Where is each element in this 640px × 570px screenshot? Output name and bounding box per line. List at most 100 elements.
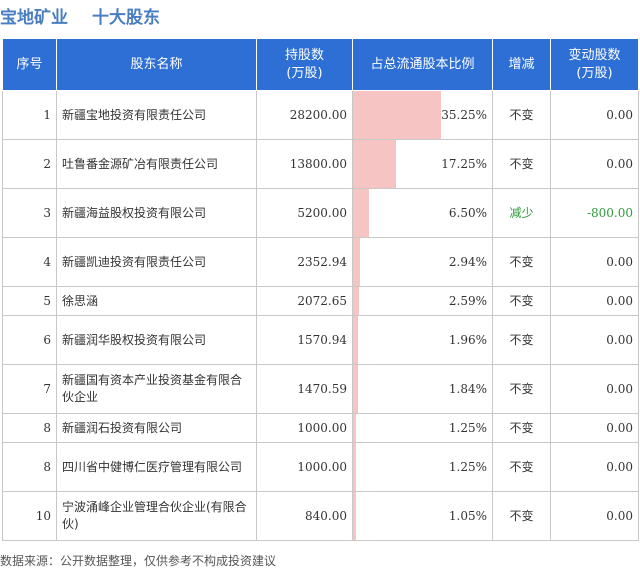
table-row: 2 吐鲁番金源矿冶有限责任公司 13800.00 17.25% 不变 0.00 — [2, 139, 639, 189]
cell-change: 0.00 — [550, 491, 639, 541]
ratio-value: 1.05% — [448, 508, 487, 523]
header-name: 股东名称 — [56, 38, 257, 91]
header-seq: 序号 — [2, 38, 57, 91]
header-change: 变动股数 (万股) — [550, 38, 639, 91]
cell-seq: 4 — [2, 237, 57, 287]
cell-shares: 1000.00 — [256, 442, 353, 492]
cell-change: 0.00 — [550, 139, 639, 189]
ratio-value: 6.50% — [448, 205, 487, 220]
cell-change: 0.00 — [550, 315, 639, 365]
header-change-line1: 变动股数 — [568, 47, 621, 63]
table-header-row: 序号 股东名称 持股数 (万股) 占总流通股本比例 增减 变动股数 (万股) — [2, 38, 639, 91]
cell-change: 0.00 — [550, 442, 639, 492]
cell-change-dir: 不变 — [492, 237, 551, 287]
cell-name: 新疆润华股权投资有限公司 — [56, 315, 257, 365]
ratio-value: 2.59% — [448, 293, 487, 308]
cell-shares: 28200.00 — [256, 90, 353, 140]
header-change-dir: 增减 — [492, 38, 551, 91]
cell-seq: 1 — [2, 90, 57, 140]
ratio-bar — [353, 365, 358, 413]
cell-change-dir: 不变 — [492, 491, 551, 541]
header-shares: 持股数 (万股) — [256, 38, 353, 91]
cell-seq: 10 — [2, 491, 57, 541]
ratio-bar — [353, 238, 361, 286]
cell-seq: 7 — [2, 364, 57, 414]
cell-change-dir: 不变 — [492, 139, 551, 189]
cell-name: 吐鲁番金源矿冶有限责任公司 — [56, 139, 257, 189]
footer-note: 数据来源：公开数据整理，仅供参考不构成投资建议 — [0, 554, 277, 568]
ratio-bar — [353, 189, 370, 237]
ratio-bar — [353, 287, 360, 315]
cell-change-dir: 不变 — [492, 364, 551, 414]
cell-shares: 1470.59 — [256, 364, 353, 414]
cell-change: 0.00 — [550, 364, 639, 414]
cell-change-dir: 不变 — [492, 315, 551, 365]
cell-name: 宁波涌峰企业管理合伙企业(有限合伙) — [56, 491, 257, 541]
table-row: 7 新疆国有资本产业投资基金有限合伙企业 1470.59 1.84% 不变 0.00 — [2, 364, 639, 414]
cell-change: 0.00 — [550, 286, 639, 316]
cell-change: -800.00 — [550, 188, 639, 238]
ratio-bar — [353, 91, 441, 139]
cell-name: 四川省中健博仁医疗管理有限公司 — [56, 442, 257, 492]
table-row: 4 新疆凯迪投资有限责任公司 2352.94 2.94% 不变 0.00 — [2, 237, 639, 287]
cell-ratio: 1.25% — [352, 442, 493, 492]
cell-shares: 13800.00 — [256, 139, 353, 189]
cell-shares: 840.00 — [256, 491, 353, 541]
cell-seq: 6 — [2, 315, 57, 365]
ratio-bar — [353, 316, 358, 364]
table-body: 1 新疆宝地投资有限责任公司 28200.00 35.25% 不变 0.00 2 吐鲁番金源矿… — [2, 90, 639, 541]
shareholders-table: 序号 股东名称 持股数 (万股) 占总流通股本比例 增减 变动股数 (万股) 1… — [2, 38, 639, 541]
cell-ratio: 1.84% — [352, 364, 493, 414]
cell-name: 新疆凯迪投资有限责任公司 — [56, 237, 257, 287]
ratio-bar — [353, 443, 357, 491]
cell-ratio: 6.50% — [352, 188, 493, 238]
table-row: 3 新疆海益股权投资有限公司 5200.00 6.50% 减少 -800.00 — [2, 188, 639, 238]
cell-change-dir: 减少 — [492, 188, 551, 238]
header-shares-line1: 持股数 — [284, 47, 324, 63]
table-row: 6 新疆润华股权投资有限公司 1570.94 1.96% 不变 0.00 — [2, 315, 639, 365]
cell-shares: 5200.00 — [256, 188, 353, 238]
table-row: 8 四川省中健博仁医疗管理有限公司 1000.00 1.25% 不变 0.00 — [2, 442, 639, 492]
cell-name: 徐思涵 — [56, 286, 257, 316]
cell-seq: 3 — [2, 188, 57, 238]
cell-change-dir: 不变 — [492, 442, 551, 492]
cell-shares: 1000.00 — [256, 413, 353, 443]
cell-change: 0.00 — [550, 237, 639, 287]
header-ratio: 占总流通股本比例 — [352, 38, 493, 91]
cell-ratio: 17.25% — [352, 139, 493, 189]
cell-ratio: 1.96% — [352, 315, 493, 365]
cell-ratio: 2.59% — [352, 286, 493, 316]
cell-name: 新疆国有资本产业投资基金有限合伙企业 — [56, 364, 257, 414]
table-row: 5 徐思涵 2072.65 2.59% 不变 0.00 — [2, 286, 639, 316]
company-title: 宝地矿业 — [0, 8, 68, 28]
cell-shares: 1570.94 — [256, 315, 353, 365]
title-bar: 宝地矿业 十大股东 — [0, 0, 640, 34]
cell-change-dir: 不变 — [492, 286, 551, 316]
cell-change-dir: 不变 — [492, 90, 551, 140]
cell-ratio: 2.94% — [352, 237, 493, 287]
cell-shares: 2352.94 — [256, 237, 353, 287]
ratio-bar — [353, 414, 357, 442]
ratio-bar — [353, 492, 356, 540]
cell-name: 新疆海益股权投资有限公司 — [56, 188, 257, 238]
table-row: 10 宁波涌峰企业管理合伙企业(有限合伙) 840.00 1.05% 不变 0.00 — [2, 491, 639, 541]
ratio-value: 1.96% — [448, 332, 487, 347]
section-title: 十大股东 — [92, 8, 160, 28]
cell-ratio: 1.05% — [352, 491, 493, 541]
cell-change: 0.00 — [550, 413, 639, 443]
table-row: 8 新疆润石投资有限公司 1000.00 1.25% 不变 0.00 — [2, 413, 639, 443]
table-row: 1 新疆宝地投资有限责任公司 28200.00 35.25% 不变 0.00 — [2, 90, 639, 140]
cell-change: 0.00 — [550, 90, 639, 140]
cell-ratio: 35.25% — [352, 90, 493, 140]
header-shares-line2: (万股) — [286, 65, 323, 81]
ratio-value: 2.94% — [448, 254, 487, 269]
cell-shares: 2072.65 — [256, 286, 353, 316]
ratio-value: 1.25% — [448, 459, 487, 474]
cell-seq: 8 — [2, 413, 57, 443]
cell-seq: 8 — [2, 442, 57, 492]
cell-name: 新疆润石投资有限公司 — [56, 413, 257, 443]
header-change-line2: (万股) — [576, 65, 613, 81]
cell-ratio: 1.25% — [352, 413, 493, 443]
cell-change-dir: 不变 — [492, 413, 551, 443]
ratio-value: 35.25% — [441, 107, 487, 122]
